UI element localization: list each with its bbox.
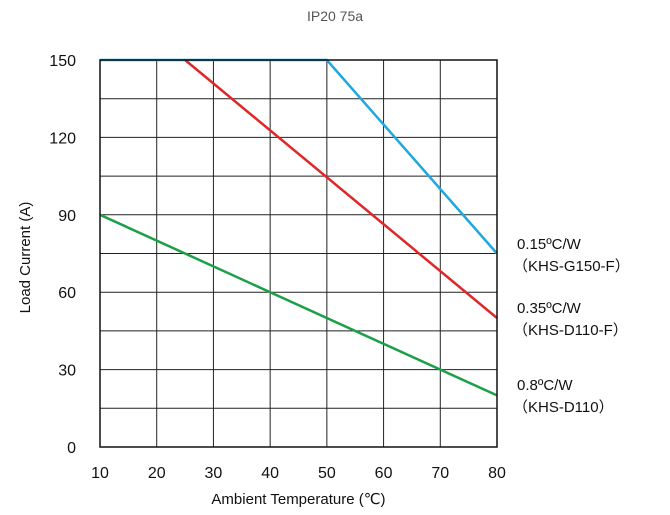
chart-title: IP20 75a [306, 8, 364, 24]
x-tick-label: 20 [148, 465, 166, 482]
x-axis-label: Ambient Temperature (℃) [211, 491, 385, 508]
y-tick-label: 60 [58, 285, 76, 302]
series-name: 0.8ºC/W [517, 377, 573, 395]
plot-frame [99, 59, 498, 448]
y-tick-label: 30 [58, 363, 76, 380]
y-tick-label: 90 [58, 208, 76, 225]
x-tick-label: 60 [375, 465, 393, 482]
series-line-0 [100, 58, 498, 255]
x-tick-label: 30 [205, 465, 223, 482]
series-name: 0.35ºC/W [517, 300, 581, 317]
series-label-1: 0.35ºC/W （KHS-D110-F） [513, 298, 628, 342]
series-model: （KHS-G150-F） [513, 257, 630, 275]
series-line-1 [184, 59, 498, 319]
x-tick-label: 10 [91, 465, 109, 482]
x-tick-label: 40 [261, 465, 279, 482]
x-tick-labels: 10 20 30 40 50 60 70 80 [91, 465, 506, 482]
x-tick-label: 70 [431, 465, 449, 482]
series-model: （KHS-D110-F） [513, 322, 628, 339]
y-tick-label: 0 [67, 440, 76, 457]
plot-border [99, 59, 498, 448]
series-lines [99, 58, 498, 397]
x-tick-label: 80 [488, 465, 506, 482]
y-tick-labels: 0 30 60 90 120 150 [49, 53, 76, 457]
series-label-0: 0.15ºC/W （KHS-G150-F） [513, 234, 630, 278]
y-tick-label: 150 [49, 53, 76, 70]
y-axis-label: Load Current (A) [17, 202, 34, 314]
x-tick-label: 50 [318, 465, 336, 482]
grid [99, 59, 498, 448]
y-tick-label: 120 [49, 130, 76, 147]
series-name: 0.15ºC/W [517, 235, 581, 253]
series-label-2: 0.8ºC/W （KHS-D110） [513, 375, 614, 419]
series-model: （KHS-D110） [513, 399, 614, 417]
series-line-2 [99, 213, 498, 397]
